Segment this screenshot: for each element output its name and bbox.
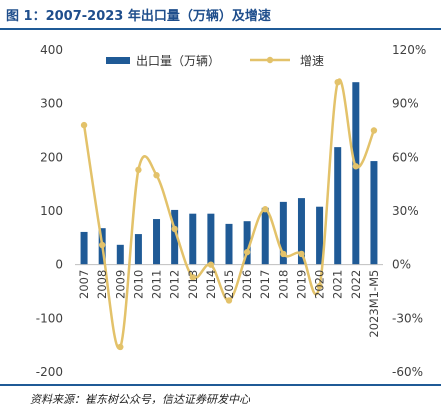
source-bar: 资料来源：崔东树公众号，信达证券研发中心 xyxy=(0,384,441,409)
growth-line xyxy=(82,78,376,350)
bar xyxy=(334,147,342,265)
growth-point xyxy=(98,241,106,249)
x-tick-label: 2019 xyxy=(294,270,308,299)
growth-point xyxy=(207,261,215,268)
bar xyxy=(370,161,378,265)
bar xyxy=(171,209,179,265)
x-tick-label: 2020 xyxy=(313,270,327,299)
bar xyxy=(189,213,197,265)
right-axis: -60% -30% 0% 30% 60% 90% 120% xyxy=(392,43,426,379)
x-tick-label: 2014 xyxy=(204,270,218,299)
growth-series xyxy=(80,78,378,351)
growth-point xyxy=(225,297,233,304)
growth-point xyxy=(189,273,196,281)
growth-point xyxy=(316,282,323,290)
right-tick-label: 60% xyxy=(392,150,419,164)
bar xyxy=(279,201,287,265)
x-tick-label: 2018 xyxy=(276,270,290,299)
left-tick-label: 300 xyxy=(40,97,63,111)
growth-point xyxy=(243,248,251,256)
bar xyxy=(80,231,88,265)
bar xyxy=(316,206,324,265)
bar xyxy=(261,207,269,265)
x-tick-label: 2021 xyxy=(331,270,345,299)
growth-point xyxy=(117,343,124,351)
left-tick-label: 0 xyxy=(55,258,63,272)
x-tick-label: 2012 xyxy=(168,270,182,299)
legend-line-label: 增速 xyxy=(300,54,324,68)
right-tick-label: -60% xyxy=(392,365,423,379)
legend-bar-label: 出口量（万辆） xyxy=(136,54,220,68)
bar xyxy=(243,221,251,265)
x-tick-label: 2009 xyxy=(113,270,127,299)
x-tick-label: 2007 xyxy=(77,270,91,299)
right-tick-label: 0% xyxy=(392,258,411,272)
bar xyxy=(207,213,215,265)
source-note: 资料来源：崔东树公众号，信达证券研发中心 xyxy=(30,393,250,406)
legend: 出口量（万辆） 增速 xyxy=(106,54,324,68)
x-tick-label: 2017 xyxy=(258,270,272,299)
bar xyxy=(225,223,233,265)
x-axis-labels: 2007 2008 2009 2010 2011 2012 2013 2014 2015 2016… xyxy=(77,270,381,338)
right-tick-label: 30% xyxy=(392,204,419,218)
x-tick-label: 2010 xyxy=(131,270,145,299)
x-tick-label: 2008 xyxy=(95,270,109,299)
growth-point xyxy=(298,250,305,258)
bar xyxy=(153,219,161,265)
x-tick-label: 2016 xyxy=(240,270,254,299)
right-tick-label: 120% xyxy=(392,43,426,57)
left-tick-label: 400 xyxy=(40,43,63,57)
growth-point xyxy=(262,206,269,213)
x-tick-label: 2022 xyxy=(349,270,363,299)
left-tick-label: 100 xyxy=(40,204,63,218)
growth-point xyxy=(280,250,287,258)
right-tick-label: -30% xyxy=(392,311,423,325)
growth-point xyxy=(352,163,360,170)
bar-series xyxy=(80,82,378,265)
right-tick-label: 90% xyxy=(392,97,419,111)
x-tick-label: 2023M1-M5 xyxy=(367,270,381,338)
bar xyxy=(116,244,124,265)
growth-point xyxy=(135,166,142,174)
bar xyxy=(134,234,142,265)
growth-point xyxy=(171,225,178,233)
chart-title: 图 1：2007-2023 年出口量（万辆）及增速 xyxy=(6,9,271,24)
growth-point xyxy=(334,79,341,86)
growth-point xyxy=(370,127,378,134)
x-tick-label: 2013 xyxy=(186,270,200,299)
bar xyxy=(352,82,360,265)
x-tick-label: 2011 xyxy=(150,270,164,299)
legend-line-marker xyxy=(266,56,274,64)
bar xyxy=(297,198,305,265)
left-tick-label: -100 xyxy=(36,311,63,325)
growth-point xyxy=(153,172,160,179)
title-bar: 图 1：2007-2023 年出口量（万辆）及增速 xyxy=(0,0,441,30)
legend-bar-swatch xyxy=(106,57,130,64)
left-tick-label: -200 xyxy=(36,365,63,379)
growth-point xyxy=(80,121,88,129)
chart: -200 -100 0 100 200 300 400 -60% -30% 0% 30% 60% 90… xyxy=(36,43,427,379)
left-tick-label: 200 xyxy=(40,150,63,164)
x-tick-label: 2015 xyxy=(222,270,236,299)
left-axis: -200 -100 0 100 200 300 400 xyxy=(36,43,63,379)
